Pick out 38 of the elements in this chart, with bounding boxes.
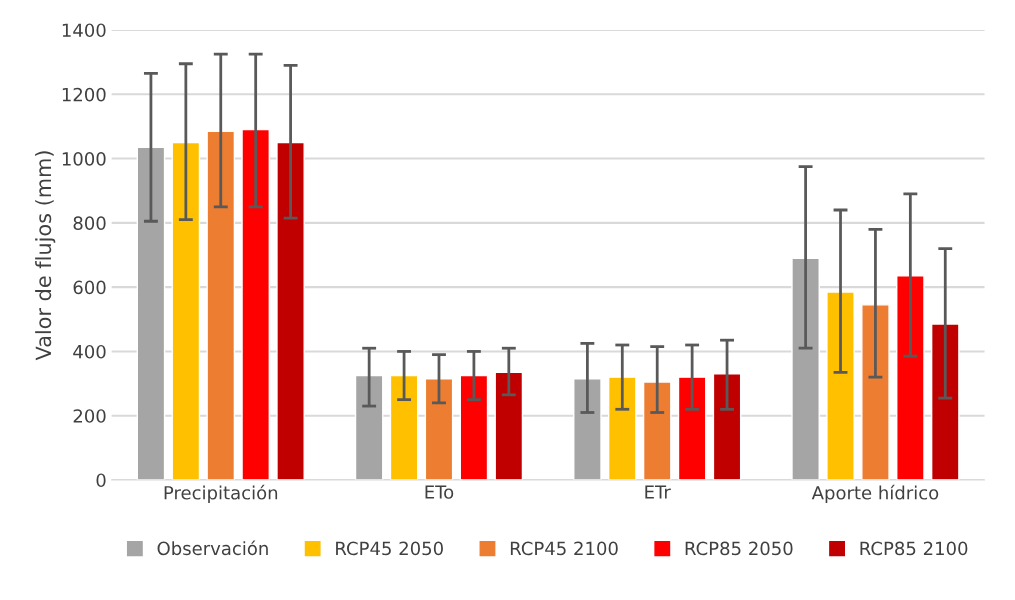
bar xyxy=(459,374,489,480)
bar xyxy=(354,374,384,480)
bar xyxy=(494,371,524,480)
bar xyxy=(206,130,236,480)
y-tick-label: 1400 xyxy=(62,23,106,38)
y-tick-label: 200 xyxy=(73,409,106,423)
legend-label: RCP85 2100 xyxy=(860,541,968,556)
x-tick-label: ETr xyxy=(645,485,671,499)
legend-label: RCP85 2050 xyxy=(685,541,793,556)
legend-label: RCP45 2050 xyxy=(336,541,443,556)
y-tick-label: 400 xyxy=(73,344,106,359)
bar xyxy=(791,257,820,480)
x-tick-label: ETo xyxy=(425,485,454,499)
bar xyxy=(930,323,960,480)
x-tick-label: Precipitación xyxy=(164,484,278,504)
y-tick-label: 800 xyxy=(73,216,106,230)
bar xyxy=(171,141,201,480)
bar xyxy=(607,376,637,480)
bar xyxy=(573,378,602,480)
bar xyxy=(241,128,270,480)
bar xyxy=(642,381,672,480)
bar xyxy=(136,146,166,480)
bar xyxy=(276,141,305,480)
bar xyxy=(389,374,419,480)
y-tick-label: 600 xyxy=(73,280,106,295)
x-tick-label: Aporte hídrico xyxy=(811,484,939,504)
y-axis-title: Valor de flujos (mm) xyxy=(35,151,56,361)
bar xyxy=(896,275,925,480)
bar xyxy=(677,376,707,480)
y-tick-label: 1200 xyxy=(62,87,106,102)
legend-label: RCP45 2100 xyxy=(510,541,618,556)
bar xyxy=(861,304,890,480)
legend-label: Observación xyxy=(157,540,268,556)
bar xyxy=(424,378,454,480)
bar xyxy=(826,291,855,480)
y-tick-label: 1000 xyxy=(62,152,106,166)
bar xyxy=(712,373,742,480)
y-tick-label: 0 xyxy=(96,473,106,488)
